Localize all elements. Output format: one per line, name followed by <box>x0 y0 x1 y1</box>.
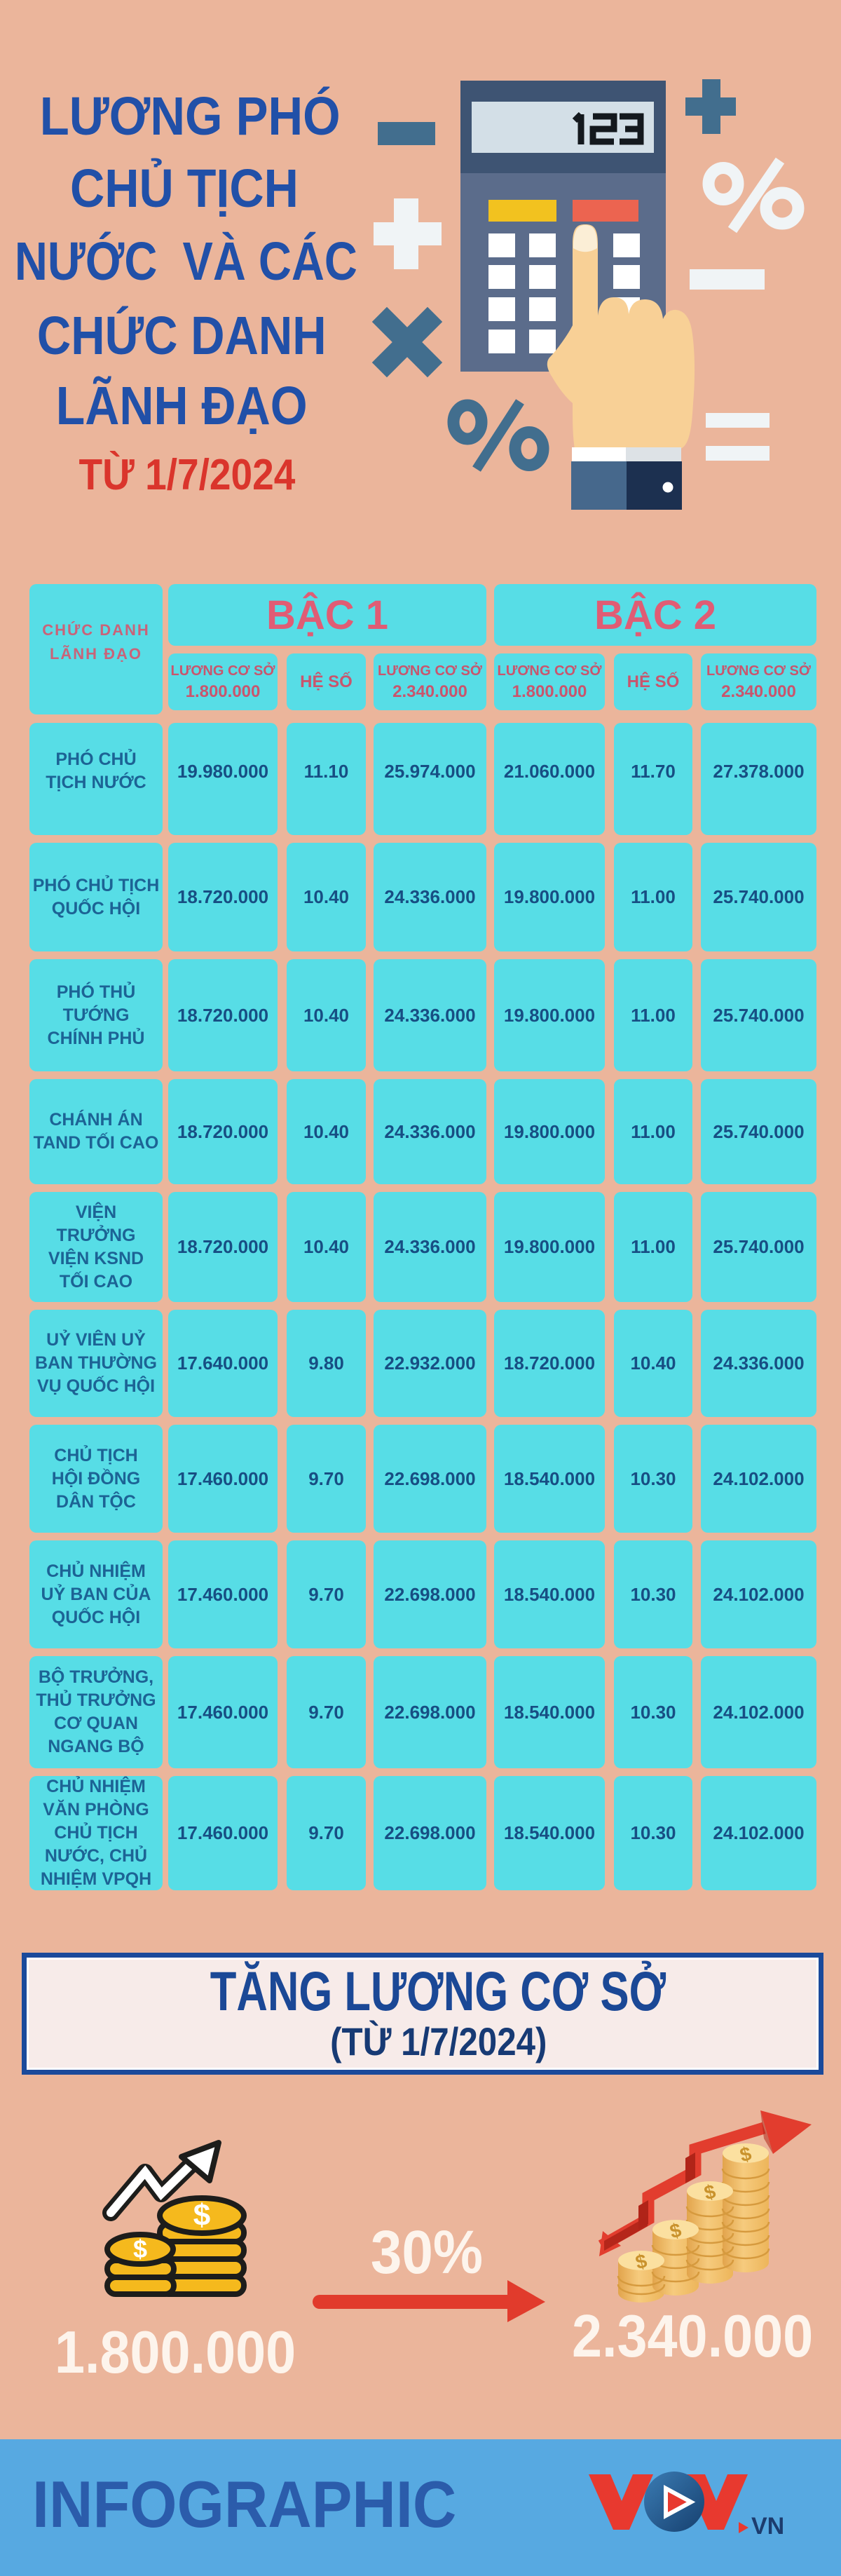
svg-text:$: $ <box>193 2198 210 2232</box>
svg-text:VN: VN <box>751 2513 784 2540</box>
svg-text:$: $ <box>133 2235 147 2263</box>
svg-text:30%: 30% <box>371 2218 483 2286</box>
